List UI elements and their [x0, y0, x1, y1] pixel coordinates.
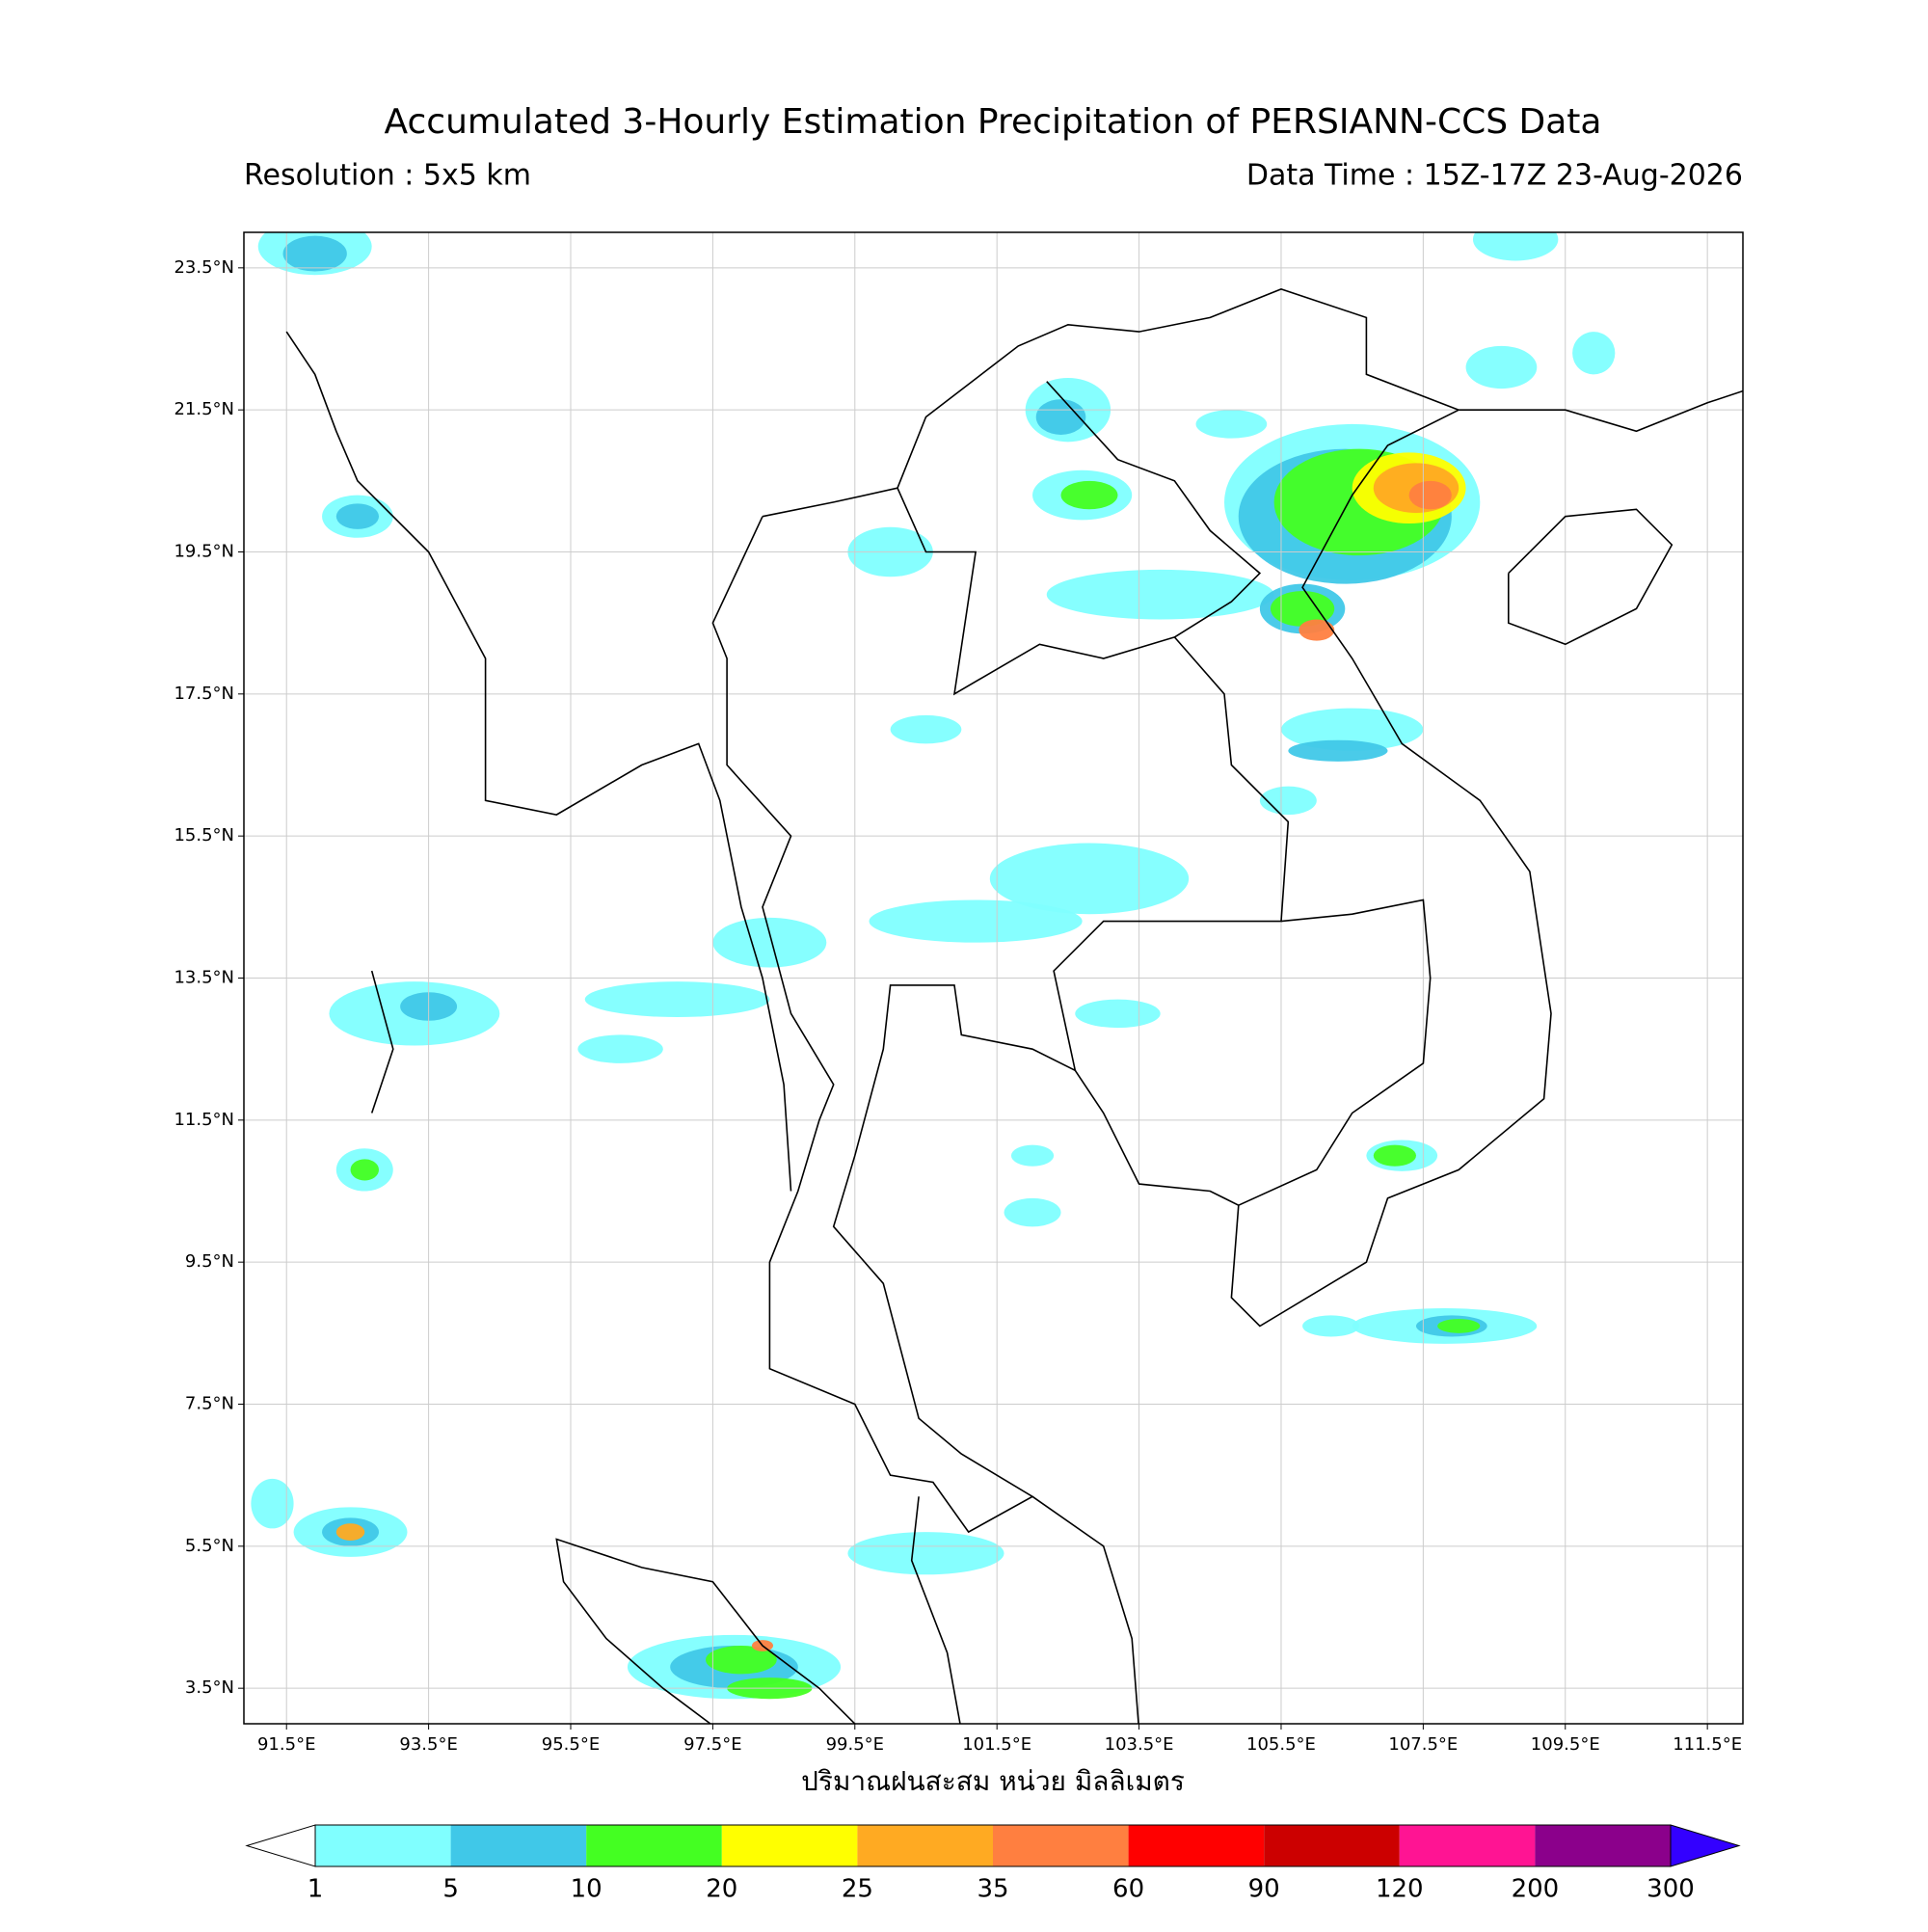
- lon-tick-label: 99.5°E: [826, 1734, 884, 1755]
- rain-cell: [847, 1532, 1004, 1575]
- colorbar-bin: [586, 1825, 722, 1866]
- rain-cell: [1472, 232, 1559, 261]
- lat-tick-label: 3.5°N: [185, 1677, 234, 1698]
- coastline: [370, 970, 394, 1114]
- colorbar-label: 200: [1512, 1875, 1560, 1904]
- lat-tick-label: 9.5°N: [185, 1251, 234, 1272]
- x-label: ปริมาณฝนสะสม หน่วย มิลลิเมตร: [801, 1765, 1185, 1797]
- rain-cell: [1373, 1144, 1416, 1167]
- lon-tick-label: 97.5°E: [683, 1734, 741, 1755]
- rain-cell: [584, 981, 770, 1018]
- lat-tick-label: 13.5°N: [174, 968, 234, 988]
- rain-cell: [335, 1523, 365, 1541]
- rain-cell: [1004, 1197, 1061, 1227]
- rain-cell: [577, 1034, 663, 1063]
- colorbar-under: [245, 1824, 316, 1867]
- lon-tick-label: 103.5°E: [1105, 1734, 1174, 1755]
- lon-tick-label: 91.5°E: [257, 1734, 315, 1755]
- coastline: [285, 331, 792, 1192]
- rain-cell: [1075, 999, 1161, 1029]
- colorbar-label: 10: [571, 1875, 602, 1904]
- coastline: [555, 1538, 856, 1724]
- lat-tick-label: 7.5°N: [185, 1394, 234, 1414]
- lat-tick-label: 21.5°N: [174, 399, 234, 419]
- colorbar-bin: [857, 1825, 993, 1866]
- lon-tick-label: 107.5°E: [1388, 1734, 1458, 1755]
- rain-cell: [282, 235, 347, 272]
- lat-tick-label: 15.5°N: [174, 825, 234, 845]
- rain-cell: [1572, 332, 1616, 375]
- colorbar-bin: [1535, 1825, 1671, 1866]
- rain-cell: [1010, 1144, 1055, 1167]
- rain-cell: [1195, 410, 1268, 439]
- data-time: Data Time : 15Z-17Z 23-Aug-2026: [1246, 159, 1743, 193]
- colorbar-label: 60: [1112, 1875, 1144, 1904]
- rain-cell: [1270, 591, 1335, 627]
- coastline: [1046, 381, 1262, 638]
- lat-tick-label: 23.5°N: [174, 257, 234, 278]
- coastline: [1238, 899, 1432, 1206]
- rain-cell: [1046, 569, 1274, 620]
- lat-tick-label: 17.5°N: [174, 684, 234, 704]
- colorbar-label: 1: [308, 1875, 324, 1904]
- colorbar-bin: [450, 1825, 587, 1866]
- rain-cell: [350, 1159, 380, 1181]
- colorbar-label: 90: [1248, 1875, 1280, 1904]
- coastline: [1074, 409, 1552, 1328]
- coastline: [1508, 508, 1674, 646]
- colorbar-bin: [1128, 1825, 1265, 1866]
- lon-tick-label: 101.5°E: [962, 1734, 1031, 1755]
- lat-tick-label: 11.5°N: [174, 1110, 234, 1130]
- map-area: [244, 232, 1743, 1724]
- rain-cell: [251, 1478, 294, 1529]
- colorbar-label: 25: [842, 1875, 873, 1904]
- colorbar-frame: [314, 1824, 1672, 1867]
- title: Accumulated 3-Hourly Estimation Precipit…: [385, 102, 1602, 142]
- colorbar-label: 120: [1376, 1875, 1424, 1904]
- coastline: [897, 288, 1459, 489]
- rain-cell: [712, 917, 827, 968]
- rain-cell: [1299, 619, 1335, 641]
- lat-tick-label: 19.5°N: [174, 542, 234, 562]
- coastline: [1031, 1495, 1139, 1724]
- lon-tick-label: 93.5°E: [399, 1734, 457, 1755]
- colorbar: 1 5 10 20 25 35 60 90 120 200 300: [245, 1824, 1741, 1904]
- rain-cell: [1035, 399, 1086, 435]
- colorbar-bin: [1264, 1825, 1400, 1866]
- coastline: [910, 1496, 961, 1724]
- rain-cell: [1060, 480, 1118, 510]
- coastline: [711, 487, 1290, 1534]
- lon-tick-label: 105.5°E: [1246, 1734, 1316, 1755]
- lon-tick-label: 109.5°E: [1531, 1734, 1600, 1755]
- colorbar-bin: [315, 1825, 451, 1866]
- rain-cell: [1465, 345, 1538, 389]
- colorbar-over: [1670, 1824, 1741, 1867]
- rain-cell: [869, 899, 1083, 943]
- rain-cell: [890, 714, 962, 744]
- coastline: [1459, 389, 1743, 433]
- colorbar-bin: [1399, 1825, 1536, 1866]
- lon-tick-label: 111.5°E: [1673, 1734, 1742, 1755]
- colorbar-label: 20: [706, 1875, 737, 1904]
- rain-cell: [1288, 739, 1388, 762]
- rain-cell: [1437, 1319, 1481, 1333]
- colorbar-label: 35: [977, 1875, 1008, 1904]
- colorbar-bin: [993, 1825, 1129, 1866]
- resolution: Resolution : 5x5 km: [244, 159, 531, 193]
- rain-cell: [1302, 1315, 1360, 1337]
- colorbar-bin: [721, 1825, 858, 1866]
- rain-cell: [335, 503, 380, 529]
- colorbar-label: 300: [1647, 1875, 1695, 1904]
- colorbar-label: 5: [442, 1875, 459, 1904]
- lat-tick-label: 5.5°N: [185, 1536, 234, 1556]
- rain-cell: [706, 1645, 777, 1675]
- lon-tick-label: 95.5°E: [542, 1734, 600, 1755]
- rain-cell: [1408, 480, 1452, 510]
- rain-cell: [1259, 786, 1317, 816]
